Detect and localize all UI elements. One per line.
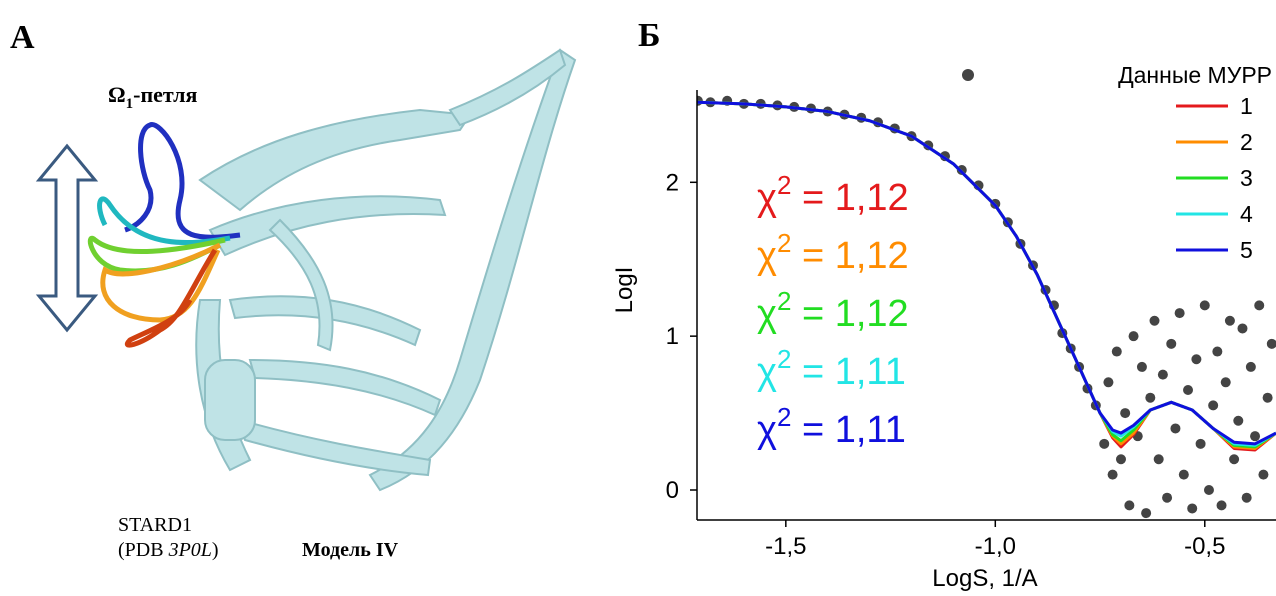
data-point bbox=[1153, 454, 1164, 465]
data-point bbox=[1241, 492, 1252, 503]
data-point bbox=[1216, 500, 1227, 511]
legend-label: 1 bbox=[1240, 93, 1253, 119]
lines-layer bbox=[697, 100, 1276, 452]
legend-label: 4 bbox=[1240, 201, 1253, 227]
data-point bbox=[1162, 492, 1173, 503]
series-line bbox=[697, 100, 1276, 449]
chi-symbol: χ bbox=[757, 409, 777, 451]
legend-label: 3 bbox=[1240, 165, 1253, 191]
data-point bbox=[1224, 315, 1235, 326]
chi-annotation: χ2 = 1,11 bbox=[757, 402, 906, 451]
data-point bbox=[1187, 503, 1198, 514]
chi-annotation: χ2 = 1,12 bbox=[757, 170, 909, 219]
data-point bbox=[1245, 361, 1256, 372]
data-point bbox=[1136, 361, 1147, 372]
data-point bbox=[1191, 354, 1202, 365]
chi-symbol: χ bbox=[757, 293, 777, 335]
chi-symbol: χ bbox=[757, 235, 777, 277]
chi-value: = 1,12 bbox=[791, 235, 908, 277]
data-point bbox=[1111, 346, 1122, 357]
data-point bbox=[1266, 338, 1276, 349]
data-point bbox=[1233, 415, 1244, 426]
data-point bbox=[1254, 300, 1265, 311]
x-tick-label: -0,5 bbox=[1184, 533, 1225, 560]
panel-label: А bbox=[10, 19, 35, 56]
data-point bbox=[1250, 431, 1261, 442]
data-point bbox=[1166, 338, 1177, 349]
pdb-suffix: ) bbox=[212, 539, 219, 561]
data-point bbox=[697, 95, 703, 106]
data-point bbox=[1103, 377, 1114, 388]
chi-superscript: 2 bbox=[777, 286, 791, 316]
loop-subscript: 1 bbox=[126, 96, 134, 112]
chi-superscript: 2 bbox=[777, 402, 791, 432]
series-line bbox=[697, 100, 1276, 452]
data-point bbox=[1212, 346, 1223, 357]
protein-illustration bbox=[195, 48, 577, 492]
data-point bbox=[1195, 438, 1206, 449]
data-point bbox=[1258, 469, 1269, 480]
loop-label: Ω1-петля bbox=[108, 82, 197, 112]
data-point bbox=[1208, 400, 1219, 411]
chi-value: = 1,12 bbox=[791, 177, 908, 219]
chi-value: = 1,11 bbox=[791, 351, 905, 393]
legend-label: 2 bbox=[1240, 129, 1253, 155]
loop-text: -петля bbox=[133, 82, 197, 107]
chi-symbol: χ bbox=[757, 351, 777, 393]
data-point bbox=[1145, 392, 1156, 403]
data-point bbox=[1174, 308, 1185, 319]
pdb-prefix: (PDB bbox=[118, 539, 169, 561]
series-line bbox=[697, 100, 1276, 446]
data-point bbox=[1262, 392, 1273, 403]
data-point bbox=[1178, 469, 1189, 480]
pdb-id: 3P0L bbox=[168, 539, 212, 561]
y-tick-label: 0 bbox=[666, 477, 679, 504]
data-point bbox=[1199, 300, 1210, 311]
chi-annotation: χ2 = 1,11 bbox=[757, 344, 906, 393]
data-point bbox=[1099, 438, 1110, 449]
chi-superscript: 2 bbox=[777, 228, 791, 258]
data-point bbox=[956, 165, 967, 175]
chi-value: = 1,12 bbox=[791, 293, 908, 335]
data-point bbox=[1149, 315, 1160, 326]
chi-symbol: χ bbox=[757, 177, 777, 219]
data-point bbox=[1128, 331, 1139, 342]
movement-arrow bbox=[35, 143, 99, 333]
data-point bbox=[1107, 469, 1118, 480]
data-point bbox=[1183, 385, 1194, 395]
data-point bbox=[1115, 454, 1126, 465]
loop-symbol: Ω bbox=[108, 82, 126, 107]
model-label: Модель IV bbox=[302, 539, 399, 561]
panel-label: Б bbox=[638, 17, 660, 54]
data-point bbox=[1229, 454, 1240, 465]
x-tick-label: -1,0 bbox=[975, 533, 1016, 560]
y-axis-label: LogI bbox=[611, 267, 638, 314]
x-axis-label: LogS, 1/A bbox=[932, 565, 1037, 592]
omega-loop bbox=[87, 122, 241, 348]
pdb-label: (PDB 3P0L) bbox=[118, 539, 219, 561]
protein-label: STARD1 bbox=[118, 514, 192, 536]
chi-superscript: 2 bbox=[777, 344, 791, 374]
chi-annotation: χ2 = 1,12 bbox=[757, 286, 909, 335]
y-tick-label: 1 bbox=[666, 323, 679, 350]
data-point bbox=[1120, 408, 1131, 419]
data-point bbox=[1124, 500, 1135, 511]
data-point bbox=[1237, 323, 1248, 334]
x-tick-label: -1,5 bbox=[765, 533, 806, 560]
chi-annotation: χ2 = 1,12 bbox=[757, 228, 909, 277]
chi-value: = 1,11 bbox=[791, 409, 905, 451]
chi-superscript: 2 bbox=[777, 170, 791, 200]
series-line bbox=[697, 100, 1276, 450]
data-point bbox=[1170, 423, 1181, 434]
legend-label: 5 bbox=[1240, 237, 1253, 263]
legend-marker bbox=[962, 69, 974, 81]
legend-label: Данные МУРР bbox=[1118, 62, 1272, 88]
data-point bbox=[1220, 377, 1231, 388]
data-point bbox=[1157, 369, 1168, 380]
data-point bbox=[1203, 485, 1214, 495]
y-tick-label: 2 bbox=[666, 169, 679, 196]
data-point bbox=[1141, 508, 1152, 519]
